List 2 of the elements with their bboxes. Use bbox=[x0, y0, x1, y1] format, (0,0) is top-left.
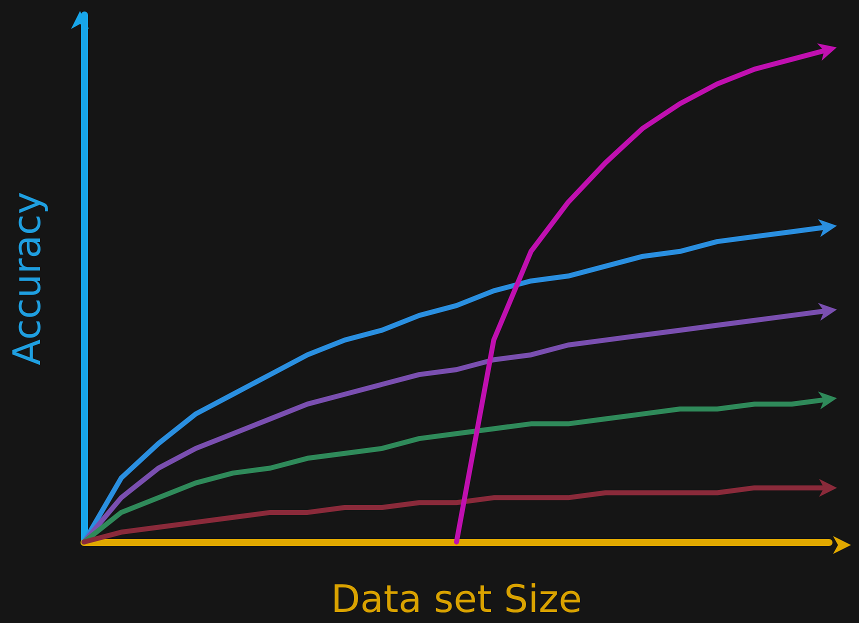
x-axis-title: Data set Size bbox=[331, 577, 582, 621]
y-axis-title: Accuracy bbox=[5, 192, 49, 366]
